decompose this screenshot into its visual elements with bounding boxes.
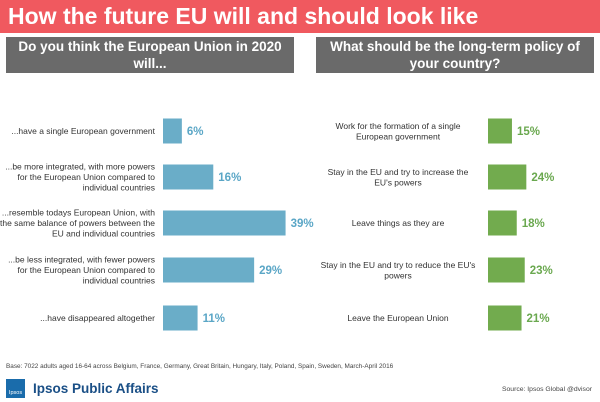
right-value-label-2: 24%: [531, 172, 554, 184]
right-category-label-2: Stay in the EU and try to increase the EU…: [328, 167, 469, 188]
right-bar-2: [488, 164, 527, 190]
left-category-label-4: ...be less integrated, with fewer powers…: [8, 255, 155, 286]
right-value-label-1: 15%: [517, 126, 540, 138]
left-bar-5: [163, 305, 198, 331]
right-category-label-4: Stay in the EU and try to reduce the EU'…: [321, 260, 476, 281]
left-bar-3: [163, 210, 286, 236]
left-category-label-5: ...have disappeared altogether: [40, 313, 155, 323]
right-value-label-5: 21%: [527, 313, 550, 325]
right-value-label-3: 18%: [522, 218, 545, 230]
right-bar-4: [488, 257, 525, 283]
right-category-label-5: Leave the European Union: [347, 313, 448, 323]
left-category-label-1: ...have a single European government: [11, 126, 155, 136]
left-value-label-1: 6%: [187, 126, 204, 138]
right-category-label-1: Work for the formation of a single Europe…: [335, 121, 460, 142]
brand: Ipsos Ipsos Public Affairs: [6, 379, 159, 398]
right-value-label-4: 23%: [530, 265, 553, 277]
logo-text: Ipsos: [8, 390, 23, 396]
left-chart-title: Do you think the European Union in 2020 …: [6, 37, 294, 73]
right-category-label-3: Leave things as they are: [352, 218, 445, 228]
left-value-label-4: 29%: [259, 265, 282, 277]
ipsos-logo: Ipsos: [6, 379, 25, 398]
footnote: Base: 7022 adults aged 16-64 across Belg…: [6, 363, 394, 370]
left-category-label-3: ...resemble todays European Union, with t…: [0, 208, 155, 239]
right-chart-title: What should be the long-term policy of y…: [316, 37, 594, 73]
right-bar-3: [488, 210, 517, 236]
title-bar: How the future EU will and should look l…: [0, 0, 600, 33]
left-value-label-2: 16%: [218, 172, 241, 184]
brand-name: Ipsos Public Affairs: [33, 381, 159, 396]
left-bar-4: [163, 257, 255, 283]
left-bar-1: [163, 118, 182, 144]
right-bar-5: [488, 305, 522, 331]
source-note: Source: Ipsos Global @dvisor: [501, 386, 592, 393]
left-bar-2: [163, 164, 214, 190]
left-value-label-5: 11%: [203, 313, 225, 325]
left-value-label-3: 39%: [291, 218, 314, 230]
left-category-label-2: ...be more integrated, with more powers f…: [5, 162, 155, 193]
page-title: How the future EU will and should look l…: [8, 3, 479, 29]
right-bar-1: [488, 118, 512, 144]
